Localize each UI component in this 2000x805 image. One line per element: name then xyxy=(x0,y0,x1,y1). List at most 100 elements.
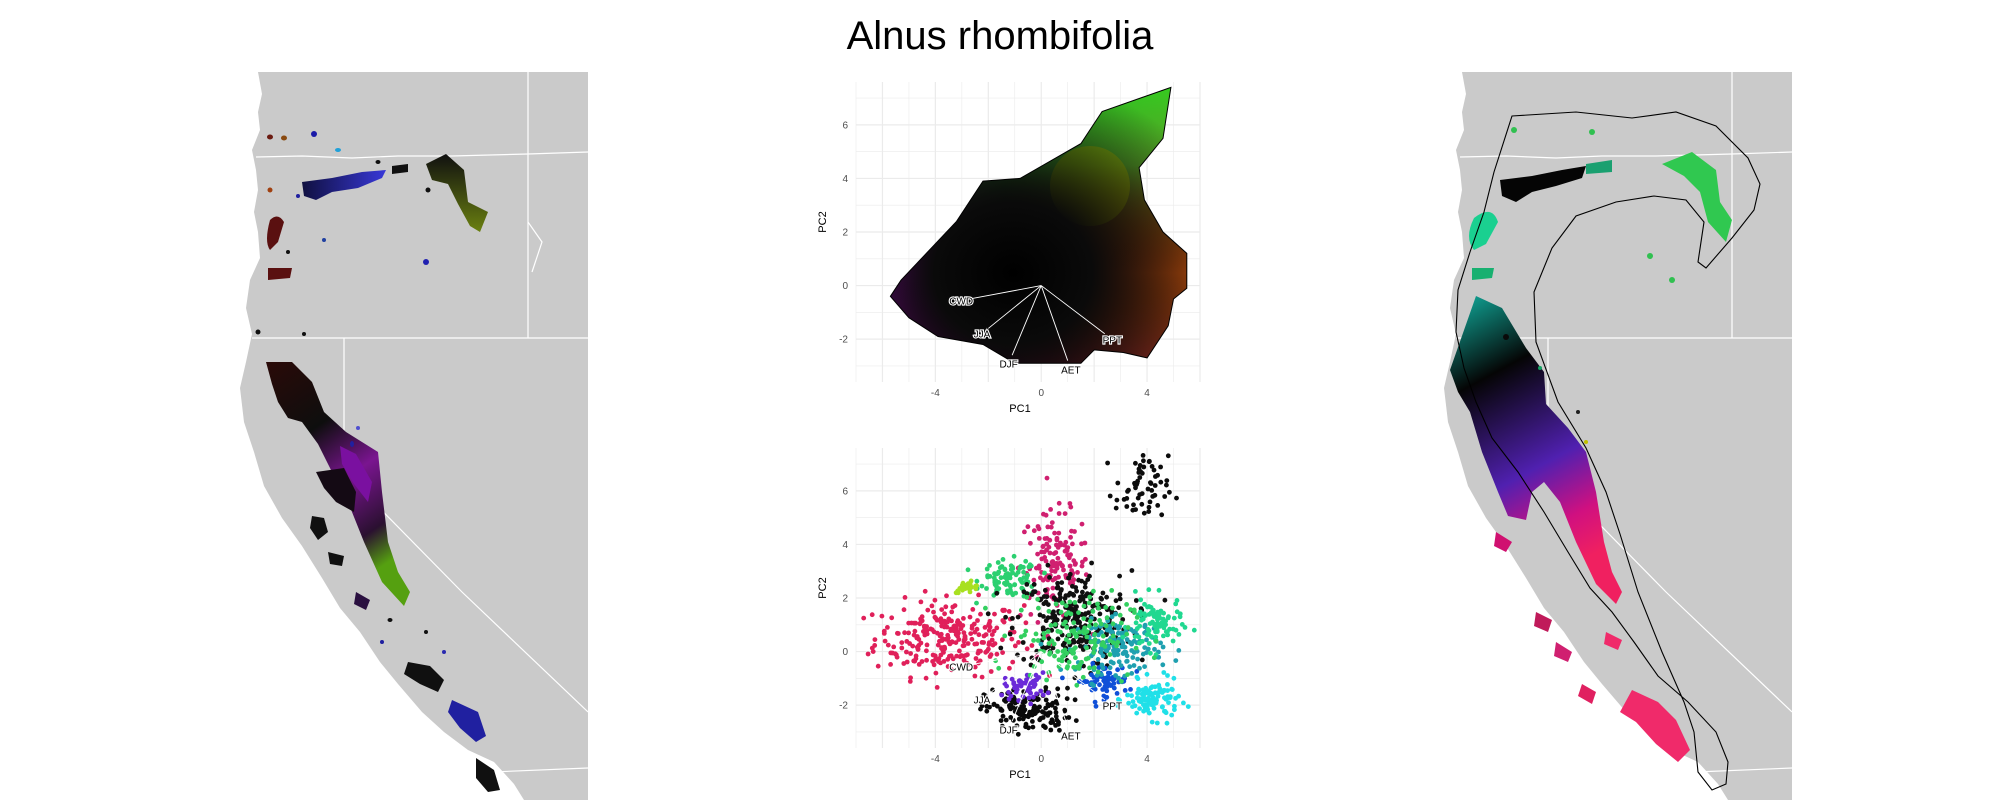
pca-bottom-point xyxy=(1048,720,1054,726)
pca-bottom-point xyxy=(931,662,937,668)
pca-bottom-point xyxy=(889,615,895,621)
pca-bottom-point xyxy=(1075,570,1080,575)
pca-bottom-point xyxy=(1012,643,1018,649)
pca-bottom-point xyxy=(1040,692,1046,698)
pca-bottom-loading-arrow-djf xyxy=(1011,651,1042,722)
pca-bottom-point xyxy=(1148,690,1154,696)
pca-bottom-point xyxy=(1084,639,1089,645)
pca-bottom-point xyxy=(1008,715,1014,720)
pca-bottom-point xyxy=(981,640,986,645)
pca-bottom-point xyxy=(1098,649,1104,655)
pca-bottom-point xyxy=(1062,511,1068,516)
pca-bottom-point xyxy=(1093,622,1098,628)
pca-bottom-point xyxy=(1100,653,1106,659)
pca-bottom-point xyxy=(1139,491,1145,496)
pca-bottom-point xyxy=(1035,524,1041,529)
pca-bottom-point xyxy=(922,632,928,638)
pca-bottom-point xyxy=(1006,609,1012,614)
pca-bottom-point xyxy=(975,618,980,623)
pca-bottom-point xyxy=(999,692,1005,698)
pca-bottom-point xyxy=(928,626,934,632)
right-range-map xyxy=(1436,72,1793,800)
range-patches xyxy=(255,131,500,792)
pca-bottom-point xyxy=(1053,710,1059,715)
pca-bottom-point xyxy=(1141,464,1147,470)
pca-bottom-point xyxy=(1109,588,1115,593)
pca-bottom-point xyxy=(970,607,976,612)
pca-bottom-point xyxy=(995,560,1001,565)
pca-bottom-point xyxy=(994,625,1000,631)
pca-bottom-point xyxy=(1133,598,1139,603)
pca-bottom-point xyxy=(918,599,924,605)
pca-bottom-point xyxy=(1151,467,1157,473)
pca-bottom-point xyxy=(1070,650,1076,656)
pca-top-loading-label-ppt: PPT xyxy=(1103,336,1122,347)
pca-bottom-point xyxy=(1095,657,1101,662)
pca-bottom-point xyxy=(1095,661,1101,666)
pca-bottom-point xyxy=(1132,480,1137,486)
pca-bottom-point xyxy=(998,645,1004,651)
pca-bottom-point xyxy=(957,648,962,654)
pca-bottom-point xyxy=(1092,699,1098,705)
pca-bottom-point xyxy=(1051,609,1056,615)
pca-bottom-point xyxy=(973,586,979,592)
pca-bottom-point xyxy=(993,578,999,584)
pca-bottom-point xyxy=(974,578,980,584)
pca-bottom-point xyxy=(1013,590,1019,596)
pca-bottom-point xyxy=(998,706,1003,712)
pca-bottom-point xyxy=(1072,697,1078,703)
pca-bottom-point xyxy=(1129,671,1135,676)
pca-top-loading-arrow-ppt xyxy=(1040,285,1106,335)
pca-bottom-point xyxy=(1145,486,1151,492)
pca-bottom-point xyxy=(1057,560,1063,566)
pca-bottom-point xyxy=(1133,507,1138,512)
pca-bottom-point xyxy=(1074,588,1079,594)
pca-bottom-point xyxy=(1155,693,1161,699)
pca-bottom-point xyxy=(976,632,982,638)
pca-bottom-point xyxy=(1069,628,1075,634)
pca-bottom-point xyxy=(914,635,920,641)
pca-bottom-point xyxy=(1146,504,1152,510)
pca-bottom-point xyxy=(1164,720,1170,726)
pca-bottom-point xyxy=(1063,603,1069,609)
pca-bottom-point xyxy=(1041,635,1047,641)
pca-bottom-point xyxy=(1060,649,1066,654)
pca-bottom-point xyxy=(1073,634,1079,639)
pca-bottom-point xyxy=(961,643,967,648)
pca-bottom-point xyxy=(1046,710,1052,716)
pca-bottom-point xyxy=(1021,569,1026,575)
pca-bottom-point xyxy=(1026,695,1032,701)
pca-top-svg: CWD JJA DJF AET PPT -4 0 4 -2 0 2 4 6 PC1 PC2 xyxy=(817,82,1201,415)
pca-bottom-point xyxy=(1064,665,1070,671)
pca-bottom-point xyxy=(1131,502,1136,508)
pca-bottom-point xyxy=(1035,551,1040,557)
pca-bottom-point xyxy=(974,626,980,632)
pca-bottom-point xyxy=(1059,600,1065,606)
pca-bottom-point xyxy=(1024,575,1029,581)
pca-bottom-point xyxy=(1045,562,1051,568)
pca-bottom-point xyxy=(1093,643,1098,649)
pca-bottom-point xyxy=(1052,575,1058,581)
pca-bottom-point xyxy=(965,652,970,658)
pca-bottom-point xyxy=(992,582,998,587)
pca-bottom-point xyxy=(1050,585,1056,591)
pca-bottom-point xyxy=(879,613,885,619)
pca-bottom-point xyxy=(1002,675,1008,681)
pca-bottom-point xyxy=(1063,539,1069,545)
pca-bottom-point xyxy=(1136,634,1142,640)
pca-bottom-point xyxy=(972,673,978,679)
pca-bottom-point xyxy=(1018,634,1024,640)
pca-bottom-point xyxy=(1073,645,1078,650)
pca-bottom-point xyxy=(955,588,961,594)
pca-bottom-point xyxy=(1091,683,1097,688)
pca-bottom-point xyxy=(1063,619,1068,625)
pca-bottom-point xyxy=(1148,650,1153,656)
pca-bottom-point xyxy=(1149,719,1155,725)
pca-bottom-point xyxy=(1029,643,1035,648)
pca-bottom-point xyxy=(1166,614,1171,620)
pca-bottom-point xyxy=(1064,546,1070,552)
pca-bottom-point xyxy=(1058,540,1063,546)
pca-bottom-point xyxy=(1093,703,1099,709)
pca-bottom-point xyxy=(912,628,918,634)
pca-bottom-point xyxy=(1165,453,1171,459)
